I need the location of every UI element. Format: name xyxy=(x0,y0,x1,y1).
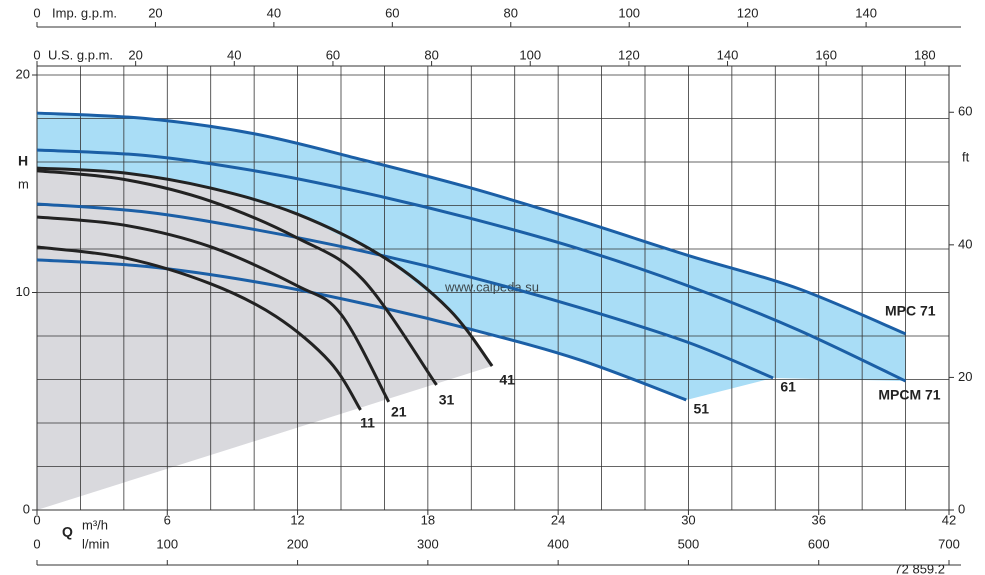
y2-tick-label: 20 xyxy=(958,369,972,384)
axis-tick-label: 300 xyxy=(417,536,439,551)
y-unit: m xyxy=(18,176,29,191)
axis-tick-label: 120 xyxy=(618,47,640,62)
x-tick-label: 12 xyxy=(290,512,304,527)
curve-label: 31 xyxy=(439,392,455,408)
y-tick-label: 10 xyxy=(16,284,30,299)
x-tick-label: 18 xyxy=(421,512,435,527)
axis-tick-label: 400 xyxy=(547,536,569,551)
curve-label: 11 xyxy=(360,415,375,431)
axis-tick-label: 60 xyxy=(385,5,399,20)
axis-tick-label: 100 xyxy=(156,536,178,551)
pump-curve xyxy=(36,111,907,336)
axis-tick-label: 120 xyxy=(737,5,759,20)
axis-tick-label: 100 xyxy=(618,5,640,20)
x-tick-label: 30 xyxy=(681,512,695,527)
axis-tick-label: 0 xyxy=(33,536,40,551)
y-tick-label: 20 xyxy=(16,66,30,81)
x-label: Q xyxy=(62,524,73,540)
code: 72 859.2 xyxy=(894,561,945,575)
small-pump-region xyxy=(37,168,493,510)
axis-tick-label: 20 xyxy=(128,47,142,62)
pump-curve xyxy=(36,258,687,402)
axis-tick-label: 700 xyxy=(938,536,960,551)
axis-tick-label: 40 xyxy=(227,47,241,62)
axis-tick-label: 80 xyxy=(504,5,518,20)
curve-label: 61 xyxy=(780,379,796,395)
axis-tick-label: 600 xyxy=(808,536,830,551)
y2-tick-label: 60 xyxy=(958,104,972,119)
pump-curve xyxy=(36,166,494,367)
lmin-label: l/min xyxy=(82,536,109,551)
x-tick-label: 6 xyxy=(164,512,171,527)
axis-tick-label: 60 xyxy=(326,47,340,62)
axis-tick-label: 100 xyxy=(519,47,541,62)
curve-label: 41 xyxy=(499,372,515,388)
pump-curve xyxy=(36,245,362,411)
axis-tick-label: 180 xyxy=(914,47,936,62)
curve-label: 21 xyxy=(391,404,407,420)
x-tick-label: 36 xyxy=(811,512,825,527)
axis-tick-label: 0 xyxy=(33,47,40,62)
axis-tick-label: 140 xyxy=(717,47,739,62)
y2-tick-label: 0 xyxy=(958,501,965,516)
axis-tick-label: 20 xyxy=(148,5,162,20)
us-label: U.S. g.p.m. xyxy=(48,47,113,62)
curve-label: MPCM 71 xyxy=(878,387,940,403)
pump-curve xyxy=(36,148,907,383)
axis-tick-label: 500 xyxy=(678,536,700,551)
axis-tick-label: 40 xyxy=(267,5,281,20)
watermark: www.calpeda.su xyxy=(444,279,539,294)
axis-tick-label: 140 xyxy=(855,5,877,20)
pump-curve xyxy=(36,202,774,380)
x-unit: m³/h xyxy=(82,517,108,532)
axis-tick-label: 0 xyxy=(33,5,40,20)
axis-tick-label: 160 xyxy=(815,47,837,62)
y2-tick-label: 40 xyxy=(958,236,972,251)
pump-curve xyxy=(36,215,391,403)
x-tick-label: 24 xyxy=(551,512,565,527)
y-label: H xyxy=(18,153,28,169)
x-tick-label: 42 xyxy=(942,512,956,527)
y-tick-label: 0 xyxy=(23,501,30,516)
imp-label: Imp. g.p.m. xyxy=(52,5,117,20)
curve-label: 51 xyxy=(693,401,709,417)
axis-tick-label: 200 xyxy=(287,536,309,551)
x-tick-label: 0 xyxy=(33,512,40,527)
pump-curve xyxy=(36,169,438,386)
curve-label: MPC 71 xyxy=(885,303,936,319)
axis-tick-label: 80 xyxy=(424,47,438,62)
y2-unit: ft xyxy=(962,149,970,164)
